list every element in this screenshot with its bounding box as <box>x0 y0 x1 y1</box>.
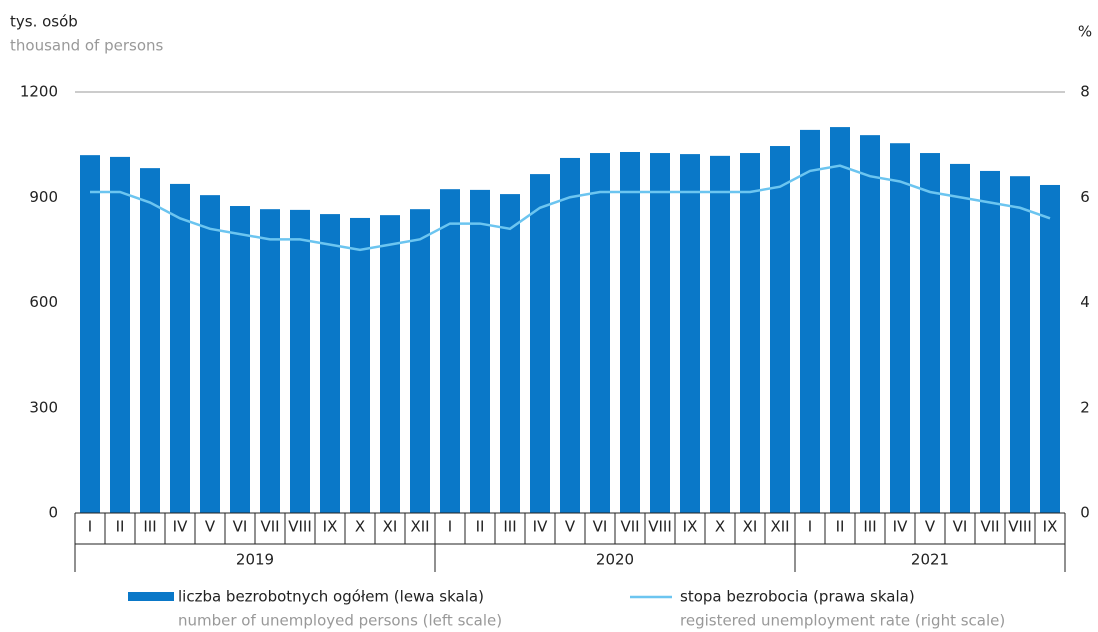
x-tick-label: IV <box>533 518 548 536</box>
x-tick-label: XI <box>743 518 758 536</box>
legend-label-en: registered unemployment rate (right scal… <box>680 612 1005 630</box>
bar <box>410 209 430 513</box>
bar <box>860 135 880 513</box>
x-tick-label: VII <box>620 518 639 536</box>
bar <box>740 153 760 514</box>
year-label: 2019 <box>236 551 274 569</box>
x-tick-label: VI <box>593 518 608 536</box>
bar <box>710 155 730 513</box>
y-tick-label: 0 <box>48 504 58 522</box>
x-tick-label: VIII <box>648 518 672 536</box>
x-tick-label: IX <box>1043 518 1058 536</box>
y-tick-label: 1200 <box>20 83 58 101</box>
y-axis-label: tys. osób <box>10 13 78 31</box>
x-tick-label: III <box>143 518 156 536</box>
bar <box>440 189 460 513</box>
bar <box>530 174 550 513</box>
x-tick-label: XI <box>383 518 398 536</box>
legend-label: stopa bezrobocia (prawa skala) <box>680 588 915 606</box>
x-tick-label: IX <box>683 518 698 536</box>
bar <box>200 195 220 513</box>
y2-tick-label: 0 <box>1080 504 1090 522</box>
x-tick-label: II <box>476 518 485 536</box>
bar <box>110 156 130 513</box>
x-tick-label: VI <box>953 518 968 536</box>
year-label: 2020 <box>596 551 634 569</box>
bar <box>560 157 580 513</box>
bar <box>980 170 1000 513</box>
x-tick-label: V <box>565 518 576 536</box>
bar <box>170 183 190 513</box>
bar <box>920 153 940 514</box>
x-tick-label: I <box>88 518 92 536</box>
x-tick-label: VIII <box>1008 518 1032 536</box>
bar <box>830 127 850 513</box>
legend-label: liczba bezrobotnych ogółem (lewa skala) <box>178 588 484 606</box>
x-tick-label: IX <box>323 518 338 536</box>
x-tick-label: I <box>808 518 812 536</box>
bar <box>770 146 790 514</box>
bar <box>470 189 490 513</box>
x-tick-label: X <box>355 518 365 536</box>
bar <box>380 215 400 513</box>
bar <box>620 151 640 513</box>
x-tick-label: XII <box>770 518 789 536</box>
y2-tick-label: 6 <box>1080 188 1090 206</box>
bar <box>590 153 610 514</box>
bar <box>890 143 910 513</box>
y2-tick-label: 8 <box>1080 83 1090 101</box>
bar <box>800 129 820 513</box>
x-tick-label: I <box>448 518 452 536</box>
x-tick-label: VIII <box>288 518 312 536</box>
bar <box>230 206 250 514</box>
y2-axis-label: % <box>1078 23 1092 41</box>
x-tick-label: II <box>836 518 845 536</box>
y-tick-label: 900 <box>29 188 58 206</box>
y-tick-label: 600 <box>29 293 58 311</box>
legend-swatch <box>128 592 174 601</box>
bar <box>320 214 340 513</box>
y-axis-label-en: thousand of persons <box>10 37 164 55</box>
y2-tick-label: 4 <box>1080 293 1090 311</box>
bar <box>350 217 370 514</box>
y2-tick-label: 2 <box>1080 398 1090 416</box>
line <box>90 164 1051 252</box>
bar <box>950 163 970 513</box>
bar <box>1010 176 1030 513</box>
legend-label-en: number of unemployed persons (left scale… <box>178 612 502 630</box>
x-tick-label: V <box>925 518 936 536</box>
bar <box>500 194 520 513</box>
x-tick-label: III <box>503 518 516 536</box>
bar <box>650 153 670 514</box>
bar <box>1040 184 1060 514</box>
x-tick-label: VII <box>980 518 999 536</box>
x-tick-label: IV <box>173 518 188 536</box>
x-tick-label: V <box>205 518 216 536</box>
x-tick-label: VI <box>233 518 248 536</box>
x-tick-label: X <box>715 518 725 536</box>
bar <box>290 209 310 513</box>
x-tick-label: XII <box>410 518 429 536</box>
x-tick-label: III <box>863 518 876 536</box>
bar <box>680 154 700 513</box>
x-tick-label: IV <box>893 518 908 536</box>
y-tick-label: 300 <box>29 398 58 416</box>
bar <box>140 168 160 513</box>
x-tick-label: II <box>116 518 125 536</box>
bar <box>80 155 100 513</box>
bar <box>260 209 280 513</box>
year-label: 2021 <box>911 551 949 569</box>
x-tick-label: VII <box>260 518 279 536</box>
